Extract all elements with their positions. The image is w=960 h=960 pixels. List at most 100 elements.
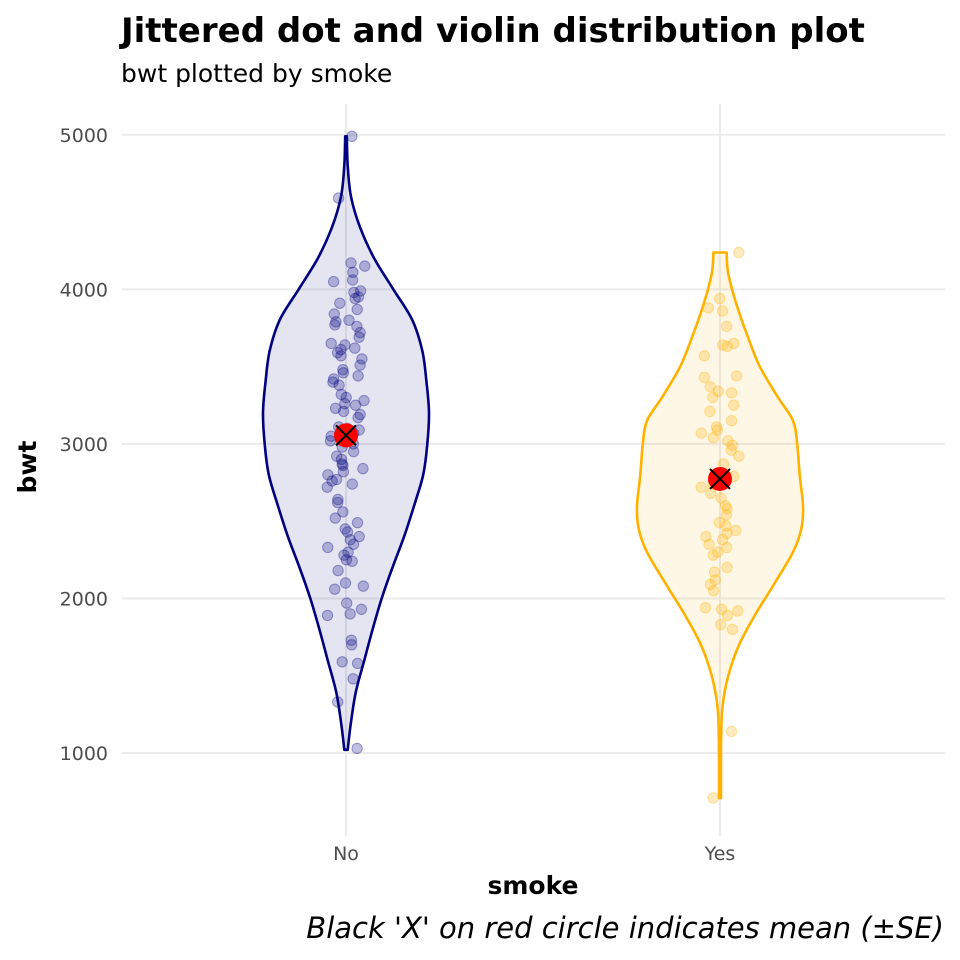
data-point bbox=[725, 387, 738, 399]
data-point bbox=[337, 405, 350, 418]
data-point bbox=[726, 439, 739, 452]
data-point bbox=[335, 388, 347, 401]
data-point bbox=[712, 385, 724, 397]
data-point bbox=[347, 445, 360, 458]
data-point bbox=[725, 725, 738, 738]
data-point bbox=[355, 603, 368, 615]
chart-subtitle: bwt plotted by smoke bbox=[121, 59, 392, 88]
data-point bbox=[711, 424, 723, 436]
data-point bbox=[357, 580, 369, 592]
data-point bbox=[335, 343, 347, 356]
data-point bbox=[321, 481, 333, 493]
data-point bbox=[328, 308, 340, 320]
data-point bbox=[698, 350, 710, 362]
data-point bbox=[353, 530, 365, 543]
x-tick-label: Yes bbox=[704, 843, 736, 865]
data-point bbox=[342, 546, 354, 558]
violin-yes bbox=[635, 251, 805, 800]
data-point bbox=[339, 577, 352, 589]
data-point bbox=[695, 481, 707, 493]
data-point bbox=[709, 574, 721, 586]
data-point bbox=[332, 496, 344, 509]
data-point bbox=[333, 379, 345, 391]
data-point bbox=[715, 492, 727, 504]
data-point bbox=[732, 605, 744, 617]
y-axis-ticks: 1000 2000 3000 4000 5000 bbox=[60, 125, 108, 765]
data-point bbox=[733, 246, 745, 259]
data-point bbox=[341, 526, 354, 538]
data-point bbox=[351, 657, 364, 670]
data-point bbox=[330, 316, 342, 328]
data-point bbox=[346, 130, 358, 143]
data-point bbox=[721, 503, 733, 515]
data-point bbox=[707, 549, 719, 561]
data-point bbox=[698, 371, 710, 384]
data-point bbox=[352, 411, 364, 424]
data-point bbox=[332, 696, 344, 708]
data-point bbox=[337, 367, 349, 379]
data-point bbox=[344, 608, 356, 620]
data-point bbox=[351, 517, 364, 529]
data-point bbox=[721, 340, 733, 353]
data-point bbox=[348, 286, 360, 299]
data-point bbox=[354, 285, 367, 297]
data-point bbox=[695, 427, 707, 439]
data-point bbox=[329, 512, 341, 524]
data-point bbox=[341, 597, 353, 609]
data-point bbox=[346, 639, 358, 651]
mean-markers bbox=[334, 423, 732, 491]
data-point bbox=[347, 673, 359, 685]
data-point bbox=[331, 450, 343, 462]
jitter-points bbox=[321, 130, 745, 804]
data-point bbox=[354, 408, 366, 421]
data-point bbox=[325, 337, 337, 350]
data-point bbox=[331, 347, 344, 359]
data-point bbox=[329, 583, 341, 595]
data-point bbox=[725, 415, 738, 427]
data-point bbox=[354, 326, 366, 339]
data-point bbox=[721, 541, 733, 554]
gridlines bbox=[122, 104, 945, 836]
data-point bbox=[351, 742, 363, 755]
data-point bbox=[358, 394, 370, 407]
data-point bbox=[707, 432, 719, 444]
data-point bbox=[716, 305, 729, 317]
data-point bbox=[336, 656, 348, 668]
data-point bbox=[335, 453, 348, 465]
mean-x-mark bbox=[709, 468, 731, 490]
data-point bbox=[702, 302, 714, 314]
data-point bbox=[349, 342, 361, 354]
chart-title: Jittered dot and violin distribution plo… bbox=[119, 11, 865, 51]
data-point bbox=[337, 364, 349, 376]
data-point bbox=[704, 381, 716, 393]
data-point bbox=[354, 359, 366, 371]
mean-x-mark bbox=[335, 424, 357, 447]
chart-caption: Black 'X' on red circle indicates mean (… bbox=[306, 911, 944, 945]
data-point bbox=[344, 534, 356, 546]
y-axis-title: bwt bbox=[13, 440, 42, 493]
data-point bbox=[337, 466, 350, 478]
data-point bbox=[334, 297, 346, 309]
x-tick-label: No bbox=[333, 843, 359, 865]
data-point bbox=[322, 541, 334, 554]
data-point bbox=[703, 538, 715, 550]
data-point bbox=[339, 523, 351, 535]
data-point bbox=[346, 555, 358, 567]
data-point bbox=[720, 509, 733, 521]
data-point bbox=[329, 319, 341, 331]
data-point bbox=[719, 500, 732, 512]
data-point bbox=[340, 554, 353, 566]
data-point bbox=[336, 458, 348, 470]
data-point bbox=[722, 435, 734, 447]
data-point bbox=[712, 546, 724, 558]
data-point bbox=[356, 353, 368, 365]
y-tick-label: 4000 bbox=[60, 279, 108, 301]
data-point bbox=[349, 399, 362, 411]
data-point bbox=[332, 564, 344, 577]
data-point bbox=[338, 549, 350, 561]
data-point bbox=[329, 402, 342, 414]
y-tick-label: 5000 bbox=[60, 125, 108, 147]
data-point bbox=[708, 566, 721, 578]
data-point bbox=[337, 459, 349, 472]
